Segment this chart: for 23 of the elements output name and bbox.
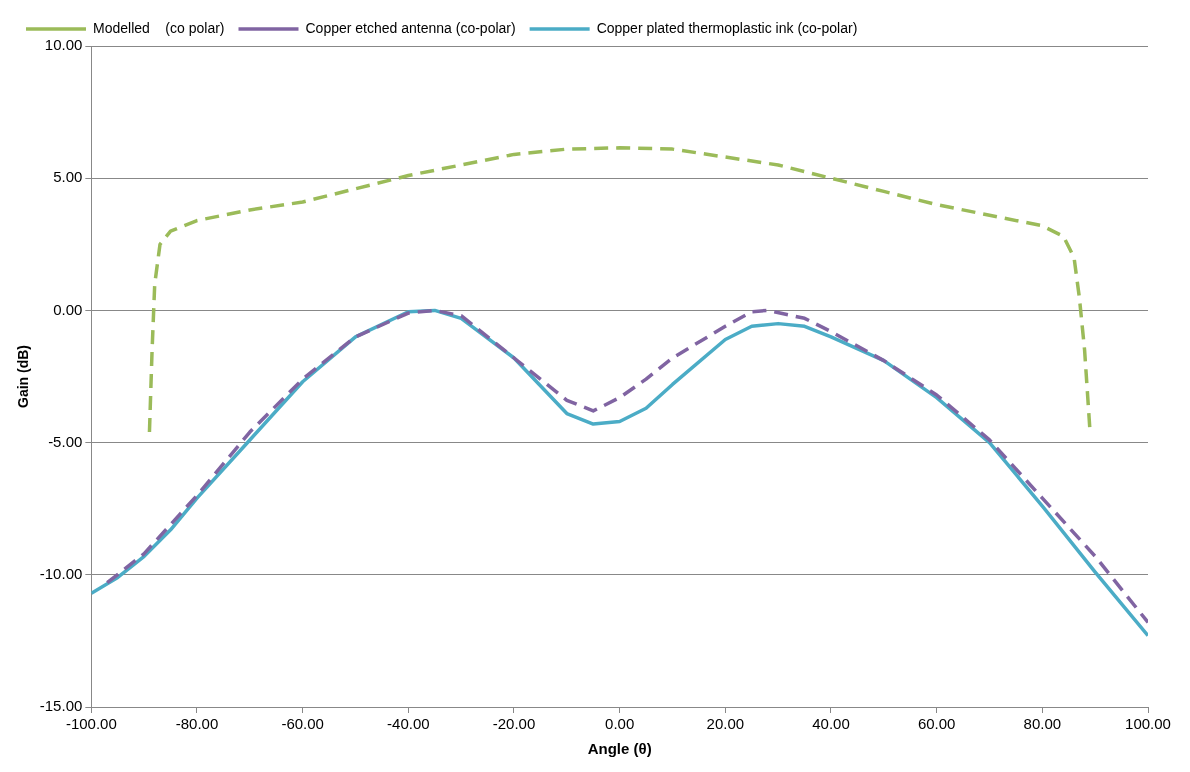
x-tick-label: 0.00 [605,715,635,733]
legend-label: Copper etched antenna (co-polar) [305,19,516,36]
y-tick-label: 0.00 [53,300,83,318]
x-tick-label: -60.00 [281,715,324,733]
legend-label: Modelled (co polar) [93,19,225,36]
x-tick-label: -40.00 [387,715,430,733]
y-tick-label: 10.00 [44,36,83,54]
x-tick-label: 20.00 [706,715,745,733]
x-tick-label: 80.00 [1023,715,1062,733]
x-tick-label: -20.00 [492,715,536,733]
legend-label: Copper plated thermoplastic ink (co-polar) [596,19,858,36]
x-tick-label: 100.00 [1125,715,1171,733]
line-series [147,146,1092,434]
y-tick-label: -10.00 [39,564,83,582]
y-axis-title: Gain (dB) [15,345,32,408]
y-tick-label: -15.00 [39,697,83,715]
y-tick-label: 5.00 [53,168,83,186]
x-tick-label: -80.00 [175,715,219,733]
x-tick-label: 40.00 [812,715,850,733]
x-axis-title: Angle (θ) [587,740,652,758]
x-tick-label: -100.00 [65,715,117,733]
x-tick-label: 60.00 [917,715,956,733]
y-tick-label: -5.00 [48,432,83,450]
